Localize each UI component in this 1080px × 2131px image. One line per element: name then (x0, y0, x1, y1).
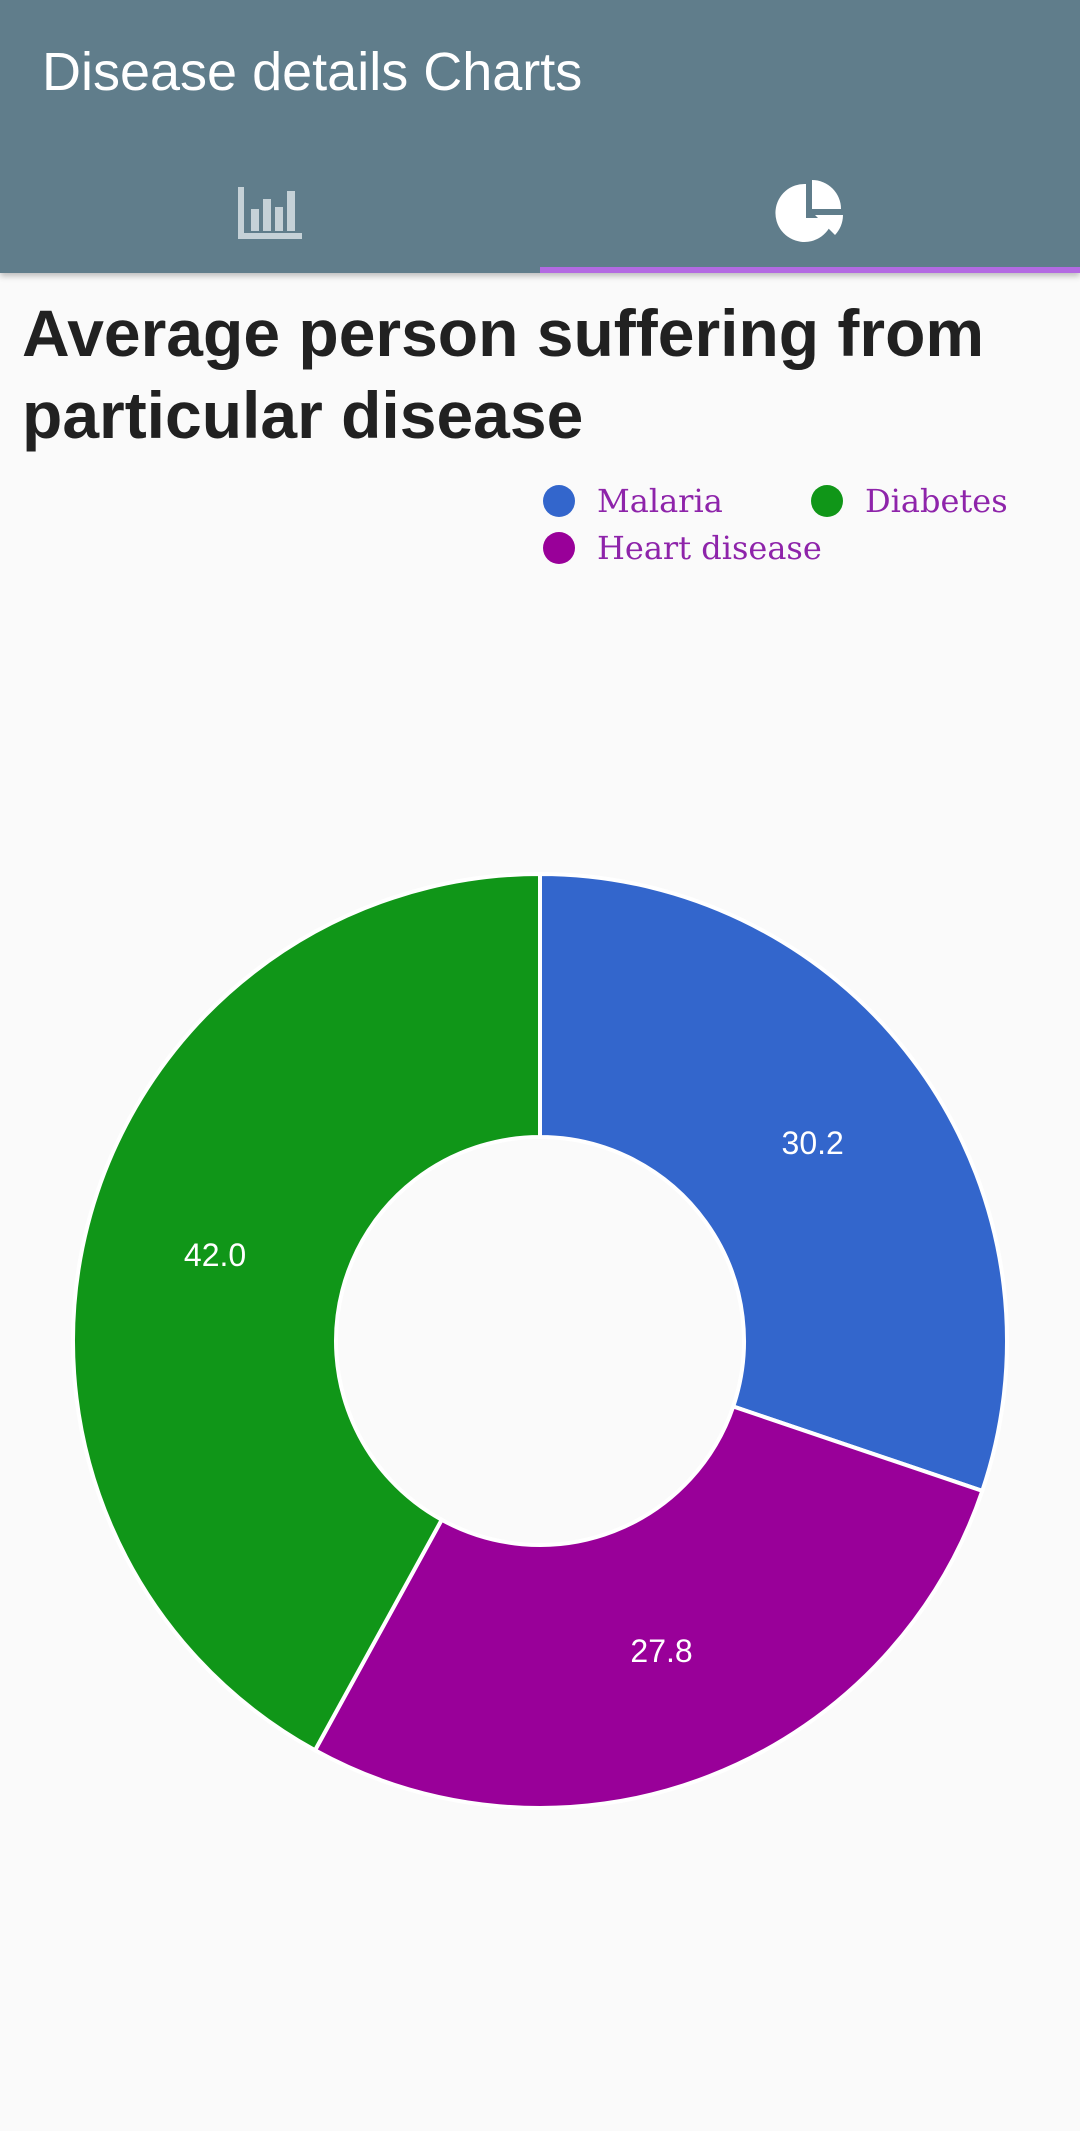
legend-marker (543, 532, 575, 564)
bar-chart-icon (238, 186, 302, 239)
legend-item-malaria[interactable]: Malaria (543, 481, 723, 521)
pie-slice-diabetes[interactable] (70, 871, 542, 1753)
legend-label: Malaria (597, 482, 723, 520)
legend-marker (543, 485, 575, 517)
tab-pie-chart[interactable] (540, 152, 1080, 273)
app-title: Disease details Charts (42, 42, 583, 102)
tab-indicator (540, 267, 1080, 273)
pie-slice-malaria[interactable] (538, 871, 1009, 1494)
data-label-diabetes: 42.0 (184, 1237, 246, 1273)
chart-title: Average person suffering from particular… (22, 296, 985, 452)
legend-item-diabetes[interactable]: Diabetes (811, 481, 1008, 521)
legend-marker (811, 485, 843, 517)
legend-label: Diabetes (865, 482, 1008, 520)
pie-slice-heart-disease[interactable] (312, 1403, 985, 1810)
data-label-heart-disease: 27.8 (630, 1633, 692, 1669)
legend-item-heart-disease[interactable]: Heart disease (543, 528, 822, 568)
legend-label: Heart disease (597, 529, 822, 567)
tab-bar-chart[interactable] (0, 152, 540, 273)
app-bar: Disease details Charts (0, 0, 1080, 273)
data-label-malaria: 30.2 (782, 1125, 844, 1161)
pie-chart-icon (775, 179, 843, 242)
